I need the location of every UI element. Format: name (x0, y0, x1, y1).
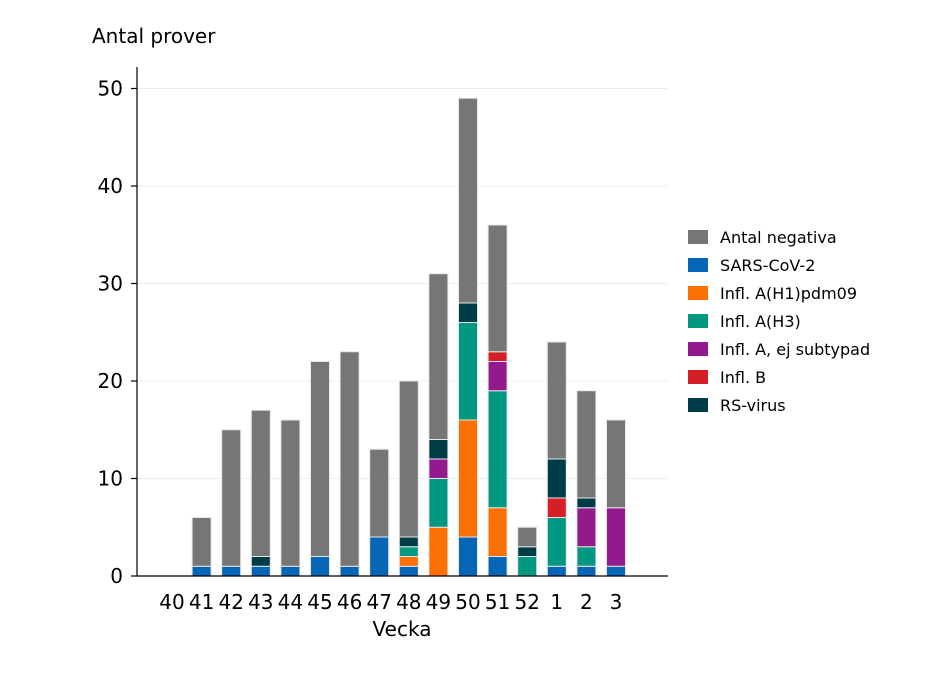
x-tick-label: 41 (189, 590, 214, 614)
y-tick-labels: 0 10 20 30 40 50 (98, 77, 137, 588)
bar-segment (428, 273, 449, 440)
bar-segment (339, 565, 360, 577)
x-tick-label: 42 (218, 590, 243, 614)
bar-segment (487, 351, 508, 362)
bar-segment (310, 556, 330, 577)
bar-segment (398, 536, 419, 548)
bar-segment (546, 341, 567, 460)
x-tick-labels: 40 41 42 43 44 45 46 47 48 49 50 51 52 1 2 3 (159, 590, 622, 614)
bar-segment (191, 517, 212, 567)
y-tick-label: 20 (98, 369, 123, 393)
x-tick-label: 40 (159, 590, 184, 614)
bar-segment (250, 565, 271, 577)
legend-swatch (688, 342, 708, 356)
bar-segment (487, 507, 508, 557)
bar-segment (576, 390, 597, 499)
bar-segment (576, 497, 597, 509)
y-axis-title: Antal prover (92, 24, 216, 48)
legend-label: Infl. B (720, 368, 766, 387)
bar-segment (458, 97, 478, 304)
bar-segment (221, 429, 242, 567)
bar-segment (576, 507, 597, 548)
bar-segment (517, 546, 538, 557)
legend: Antal negativa SARS-CoV-2 Infl. A(H1)pdm09… (688, 228, 870, 415)
bar-segment (576, 546, 597, 567)
x-tick-label: 49 (426, 590, 451, 614)
legend-swatch (688, 370, 708, 384)
y-tick-label: 40 (98, 174, 123, 198)
x-axis-title: Vecka (373, 617, 432, 641)
bar-segment (546, 517, 567, 567)
bar-segment (606, 507, 626, 567)
bar-segment (221, 565, 242, 577)
bar-segment (369, 536, 390, 577)
legend-swatch (688, 314, 708, 328)
bar-segment (280, 565, 301, 577)
bar-segment (606, 565, 626, 577)
bar-segment (369, 448, 390, 538)
x-tick-label: 1 (550, 590, 563, 614)
bar-segment (339, 351, 360, 567)
bar-segment (458, 322, 478, 421)
bar-segment (428, 458, 449, 479)
bar-segment (487, 224, 508, 353)
legend-label: Infl. A, ej subtypad (720, 340, 870, 359)
x-tick-label: 52 (514, 590, 539, 614)
y-tick-label: 0 (110, 564, 123, 588)
y-tick-label: 30 (98, 272, 123, 296)
bar-segment (546, 497, 567, 518)
y-tick-label: 50 (98, 77, 123, 101)
bar-segment (398, 380, 419, 538)
bar-segment (517, 556, 538, 577)
bar-segment (398, 565, 419, 577)
bar-segment (546, 458, 567, 499)
legend-label: SARS-CoV-2 (720, 256, 815, 275)
bar-segment (458, 536, 478, 577)
x-tick-label: 45 (307, 590, 332, 614)
bar-segment (428, 439, 449, 460)
axes (136, 67, 668, 577)
bar-segment (458, 302, 478, 323)
legend-swatch (688, 230, 708, 244)
legend-label: Infl. A(H3) (720, 312, 801, 331)
bar-segment (280, 419, 301, 567)
bar-segment (606, 419, 626, 509)
bar-segment (428, 526, 449, 577)
bar-segment (458, 419, 478, 538)
x-tick-label: 43 (248, 590, 273, 614)
bar-segment (250, 409, 271, 557)
x-tick-label: 46 (337, 590, 362, 614)
bar-segment (398, 556, 419, 567)
x-tick-label: 51 (485, 590, 510, 614)
bar-segment (398, 546, 419, 557)
bars (191, 97, 626, 577)
bar-segment (250, 556, 271, 567)
x-tick-label: 50 (455, 590, 480, 614)
bar-segment (487, 390, 508, 509)
bar-segment (191, 565, 212, 577)
bar-segment (428, 478, 449, 528)
x-tick-label: 48 (396, 590, 421, 614)
x-tick-label: 47 (366, 590, 391, 614)
legend-label: RS-virus (720, 396, 786, 415)
legend-swatch (688, 398, 708, 412)
legend-label: Antal negativa (720, 228, 837, 247)
y-tick-label: 10 (98, 467, 123, 491)
x-tick-label: 3 (610, 590, 623, 614)
legend-swatch (688, 286, 708, 300)
x-tick-label: 44 (278, 590, 303, 614)
legend-label: Infl. A(H1)pdm09 (720, 284, 857, 303)
bar-segment (576, 565, 597, 577)
bar-segment (487, 556, 508, 577)
legend-swatch (688, 258, 708, 272)
bar-segment (546, 565, 567, 577)
bar-segment (310, 361, 330, 557)
bar-segment (487, 361, 508, 392)
bar-segment (517, 526, 538, 548)
x-tick-label: 2 (580, 590, 593, 614)
